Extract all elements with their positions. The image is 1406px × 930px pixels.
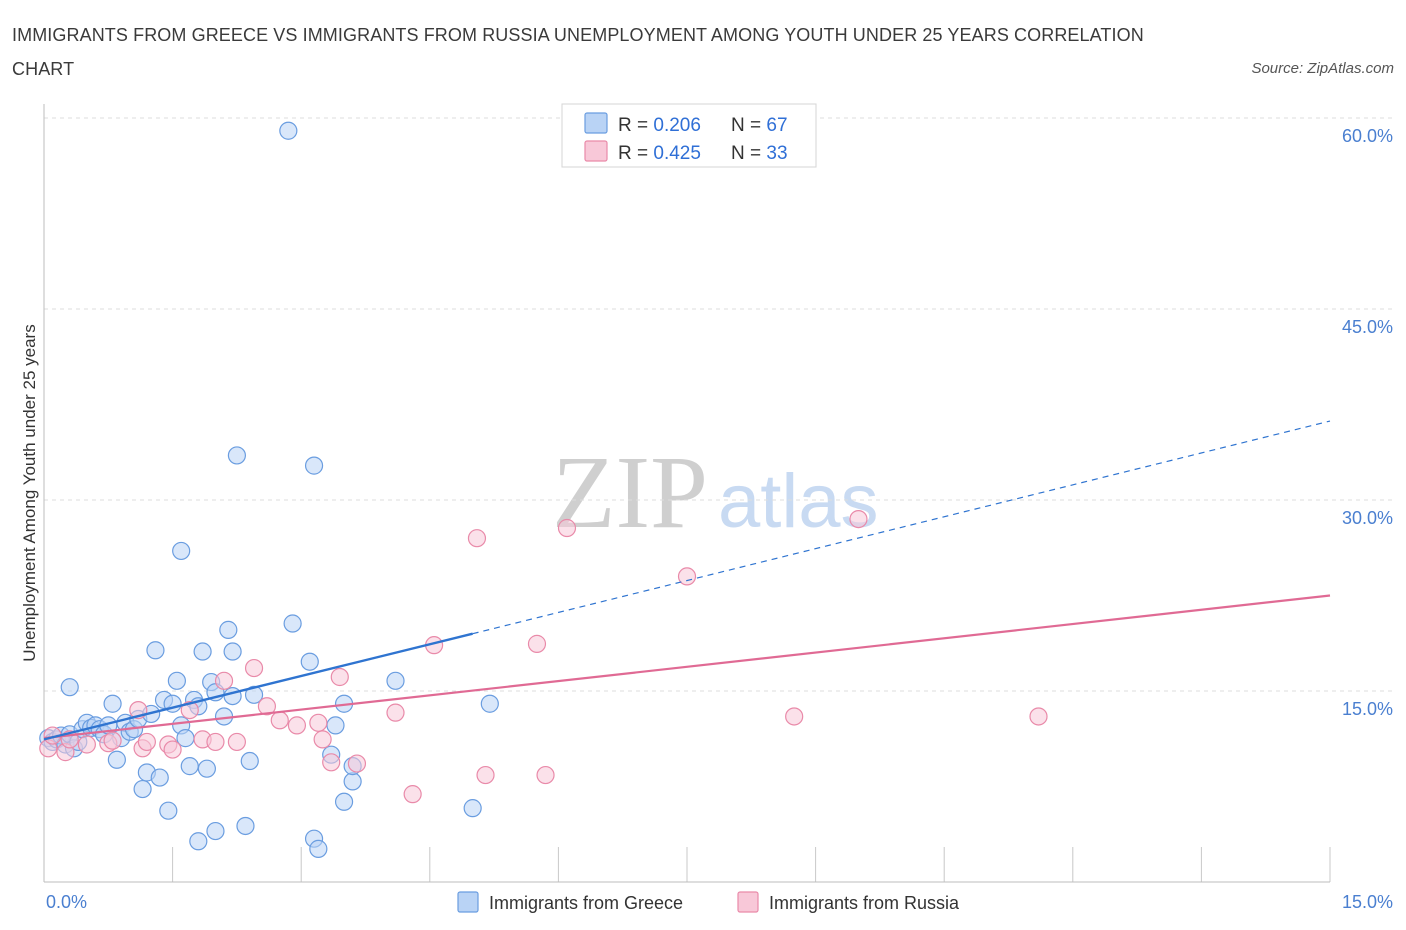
russia-point-21 xyxy=(309,713,328,732)
russia-point-6 xyxy=(103,731,122,750)
greece-point-55 xyxy=(309,839,328,858)
russia-point-12 xyxy=(180,700,199,720)
legend-box: R = 0.206 N = 67 R = 0.425 N = 33 xyxy=(561,103,817,168)
x-tick-label-max: 15.0% xyxy=(1342,892,1393,912)
gridlines xyxy=(44,117,1393,692)
greece-point-47 xyxy=(223,642,242,661)
russia-point-37 xyxy=(1029,707,1048,726)
legend-entry-russia: R = 0.425 N = 33 xyxy=(618,143,788,164)
trend-line-russia xyxy=(43,594,1331,740)
greece-point-66 xyxy=(480,694,499,713)
russia-point-30 xyxy=(476,765,495,785)
trend-line-greece xyxy=(43,632,473,741)
greece-point-58 xyxy=(334,792,354,811)
legend-entry-greece: R = 0.206 N = 67 xyxy=(618,115,788,136)
greece-point-23 xyxy=(133,779,152,799)
legend-r-label-greece: R = xyxy=(618,115,653,136)
legend-r-value-greece: 0.206 xyxy=(653,115,701,136)
russia-point-32 xyxy=(536,765,555,785)
russia-point-16 xyxy=(227,732,246,752)
trend-lines xyxy=(43,420,1331,741)
legend-swatch-greece xyxy=(584,112,608,134)
russia-point-20 xyxy=(287,716,307,735)
bottom-legend-label-greece: Immigrants from Greece xyxy=(489,893,683,913)
legend-r-label-russia: R = xyxy=(618,143,653,164)
legend-n-label-russia: N = xyxy=(731,143,766,164)
legend-swatch-russia xyxy=(584,140,608,162)
legend-n-label-greece: N = xyxy=(731,115,766,136)
greece-point-52 xyxy=(283,614,302,633)
greece-point-39 xyxy=(193,642,212,661)
legend-r-value-russia: 0.425 xyxy=(653,143,701,164)
russia-point-27 xyxy=(403,785,422,804)
greece-point-56 xyxy=(326,716,345,735)
greece-point-62 xyxy=(304,456,324,475)
greece-point-64 xyxy=(386,671,405,690)
greece-point-45 xyxy=(219,620,238,639)
watermark-zip: ZIP xyxy=(552,435,708,550)
russia-point-15 xyxy=(214,671,234,690)
y-tick-label-15: 15.0% xyxy=(1342,699,1393,719)
greece-point-16 xyxy=(103,694,122,713)
russia-point-19 xyxy=(270,711,289,730)
greece-point-5 xyxy=(60,678,79,697)
bottom-legend-swatch-greece xyxy=(457,891,479,913)
greece-point-38 xyxy=(189,832,208,851)
y-tick-label-30: 30.0% xyxy=(1342,508,1393,528)
russia-point-31 xyxy=(527,634,547,653)
greece-point-35 xyxy=(180,757,199,776)
bottom-legend: Immigrants from Greece Immigrants from R… xyxy=(457,891,960,913)
greece-point-59 xyxy=(343,772,362,791)
chart-title: IMMIGRANTS FROM GREECE VS IMMIGRANTS FRO… xyxy=(12,25,1144,79)
watermark-atlas: atlas xyxy=(718,459,879,544)
russia-point-29 xyxy=(467,529,487,548)
source-label: Source: ZipAtlas.com xyxy=(1251,60,1394,77)
greece-point-31 xyxy=(167,671,186,690)
russia-point-26 xyxy=(386,703,405,722)
russia-point-35 xyxy=(785,707,804,726)
greece-point-53 xyxy=(300,652,319,671)
greece-point-46 xyxy=(223,686,242,706)
series-russia-points xyxy=(39,509,1048,804)
greece-point-48 xyxy=(227,446,246,465)
russia-point-23 xyxy=(322,753,341,772)
y-tick-label-45: 45.0% xyxy=(1342,317,1393,337)
x-tick-label-min: 0.0% xyxy=(46,892,87,912)
greece-point-51 xyxy=(244,685,264,704)
bottom-legend-swatch-russia xyxy=(737,891,759,913)
russia-point-18 xyxy=(257,697,277,716)
russia-point-11 xyxy=(163,740,182,759)
russia-point-4 xyxy=(77,735,96,754)
greece-point-27 xyxy=(150,768,169,787)
russia-point-17 xyxy=(244,658,264,678)
trend-line-greece-extrapolated xyxy=(472,420,1331,635)
russia-point-14 xyxy=(206,732,225,752)
russia-point-22 xyxy=(313,730,332,749)
y-axis-title: Unemployment Among Youth under 25 years xyxy=(20,324,39,661)
russia-point-25 xyxy=(347,754,367,773)
greece-point-26 xyxy=(146,641,165,660)
russia-point-9 xyxy=(137,732,156,752)
greece-point-61 xyxy=(279,121,298,140)
greece-point-29 xyxy=(159,801,178,820)
greece-point-40 xyxy=(197,759,216,778)
y-tick-label-60: 60.0% xyxy=(1342,126,1393,146)
legend-n-value-greece: 67 xyxy=(766,115,787,136)
russia-point-24 xyxy=(330,667,349,687)
greece-point-17 xyxy=(107,750,126,769)
y-tick-labels: 15.0% 30.0% 45.0% 60.0% xyxy=(1342,126,1393,719)
legend-n-value-russia: 33 xyxy=(766,143,787,164)
greece-point-49 xyxy=(236,816,255,836)
greece-point-65 xyxy=(463,799,482,818)
russia-point-34 xyxy=(677,567,697,586)
x-axis-ticks xyxy=(172,847,1331,882)
greece-point-50 xyxy=(240,751,259,771)
russia-point-36 xyxy=(849,509,868,529)
greece-point-43 xyxy=(206,821,225,841)
russia-point-33 xyxy=(557,518,577,538)
greece-point-32 xyxy=(172,541,191,561)
bottom-legend-label-russia: Immigrants from Russia xyxy=(769,893,960,913)
